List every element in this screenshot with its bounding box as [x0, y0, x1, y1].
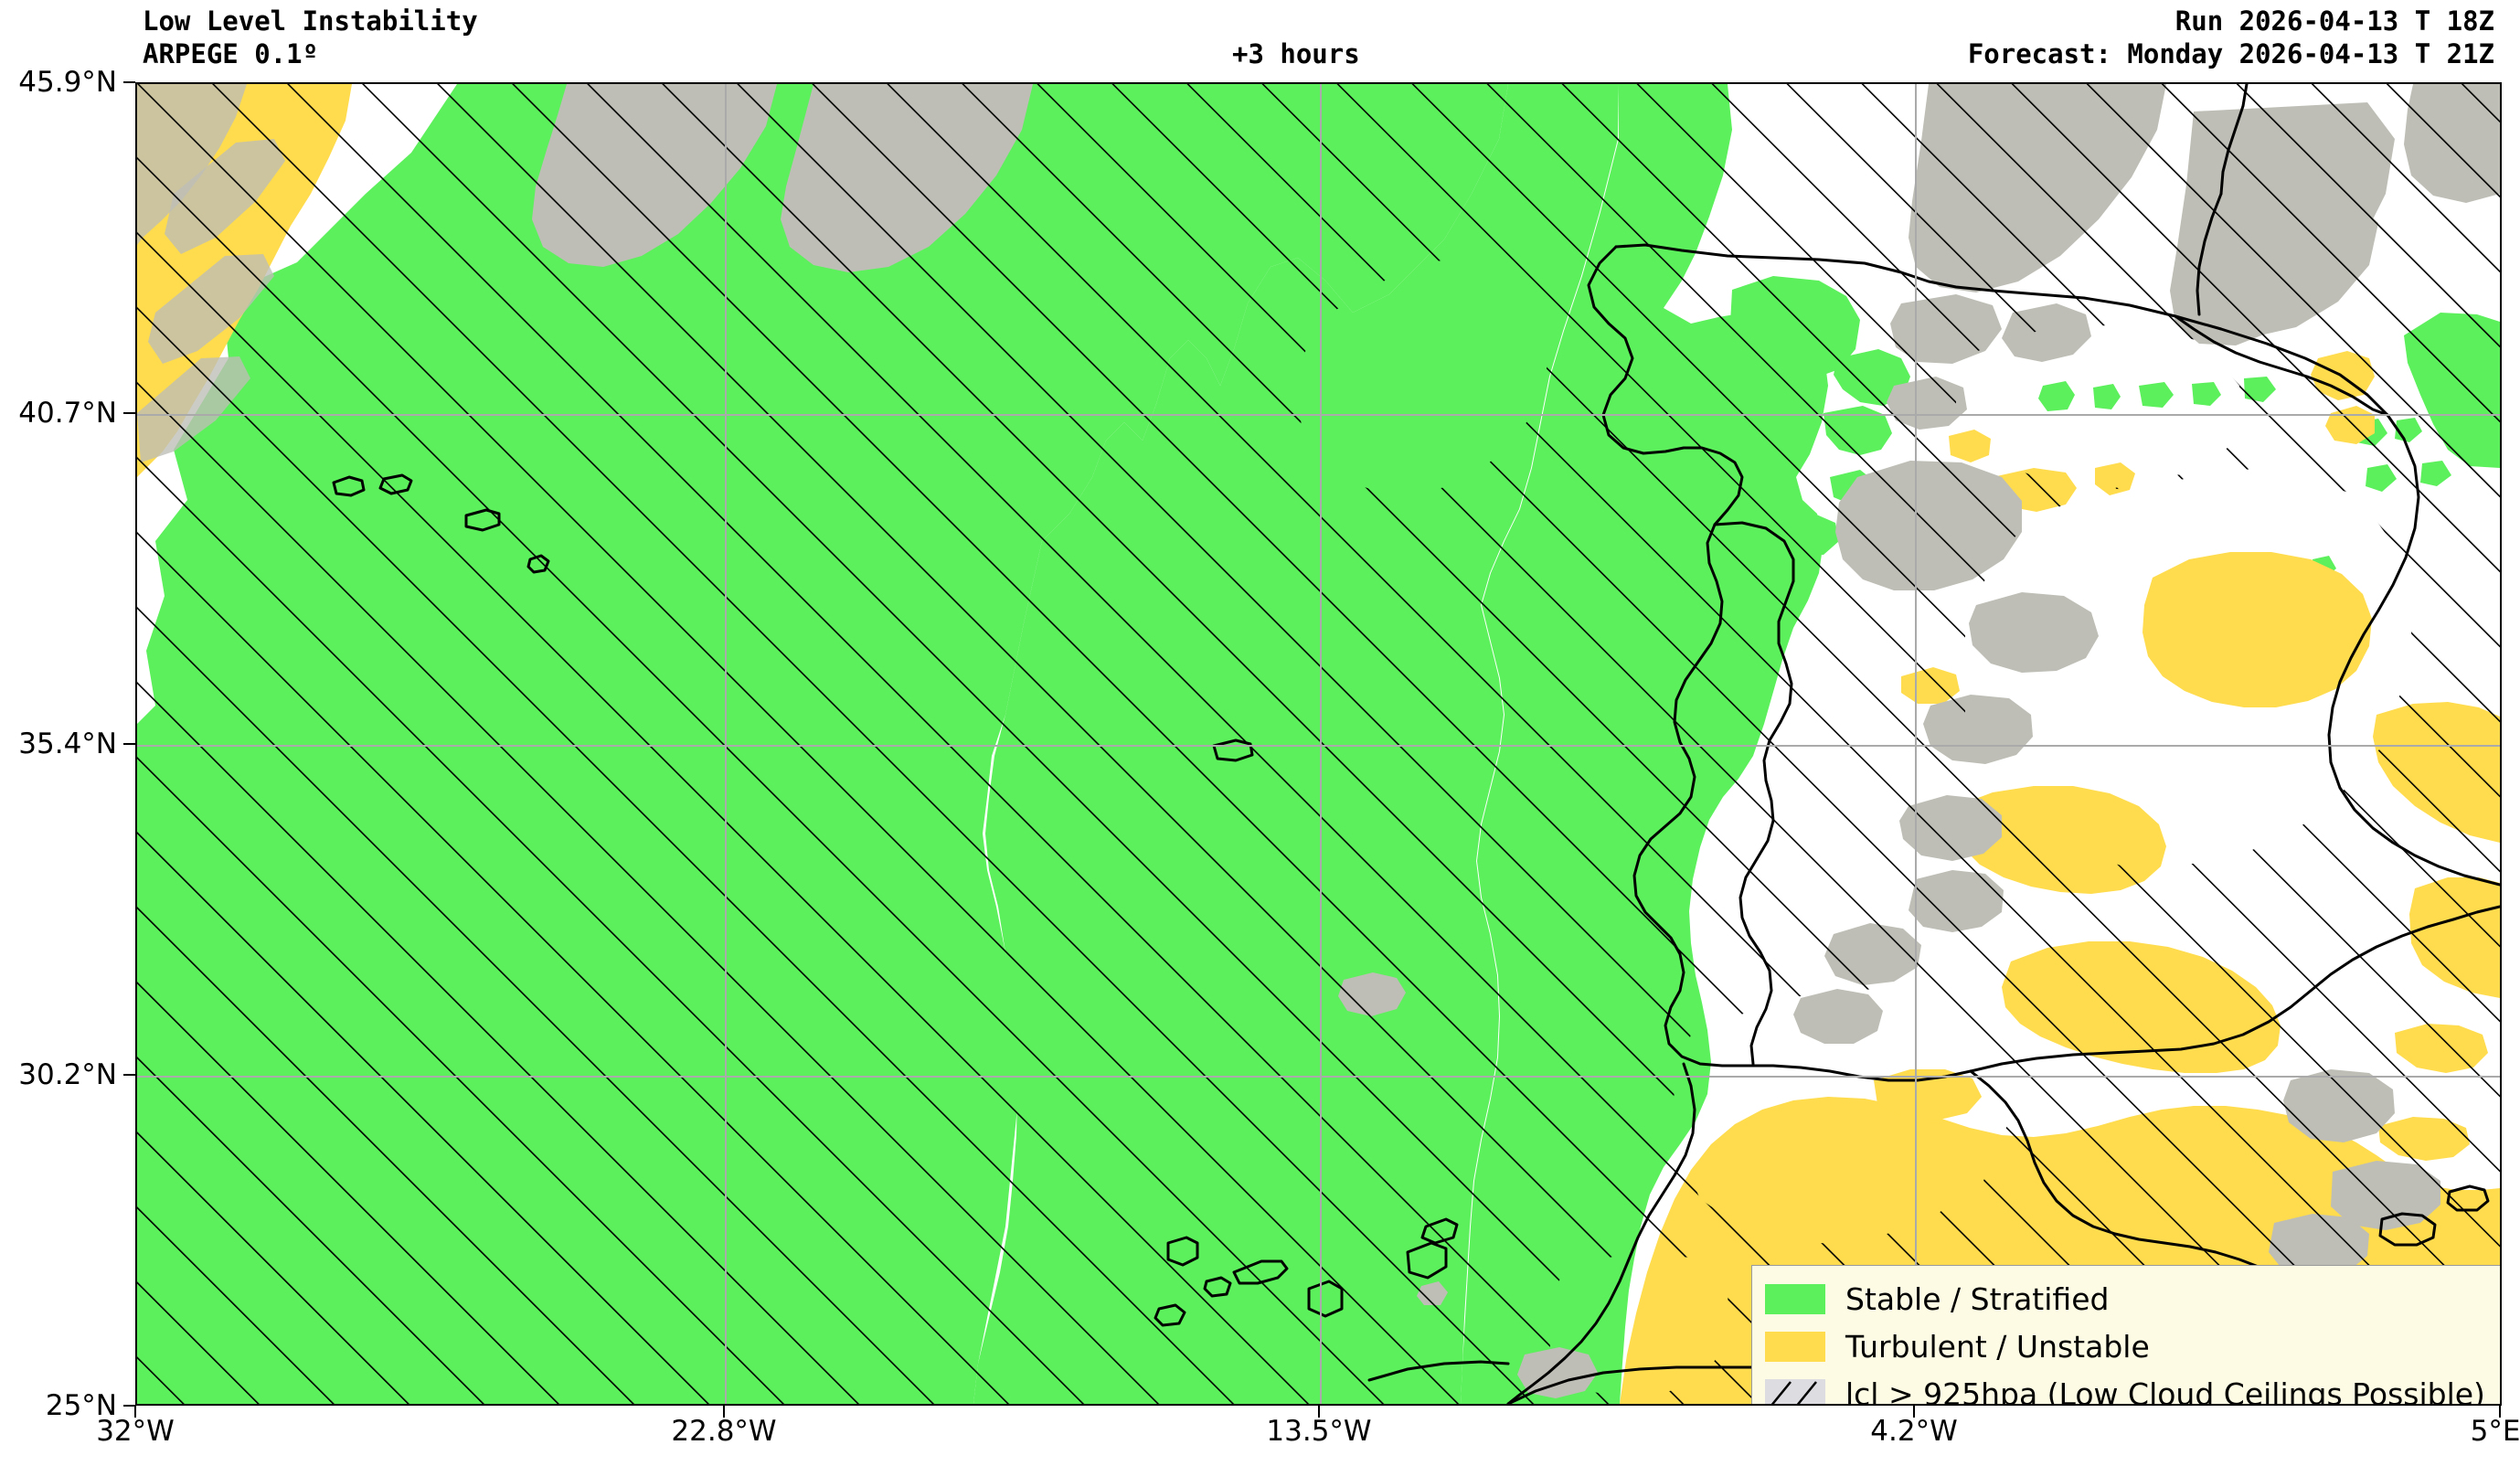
- island-menorca: [2446, 1184, 2490, 1212]
- island-tenerife: [1232, 1259, 1289, 1285]
- coast-portugal-atlantic: [1587, 245, 1972, 1082]
- ytick-mark: [123, 1074, 135, 1076]
- ytick-mark: [123, 81, 135, 83]
- green-cell-central-2: [2093, 384, 2121, 409]
- legend-swatch-turbulent-icon: [1765, 1331, 1825, 1362]
- island-lanzarote: [1420, 1217, 1459, 1245]
- xtick-label-22-8w: 22.8°W: [671, 1415, 777, 1448]
- green-cell-central-3: [2139, 382, 2174, 408]
- xtick-mark: [1318, 1406, 1320, 1418]
- ytick-label-40-7: 40.7°N: [18, 397, 117, 430]
- coast-morocco-atlantic: [1506, 1062, 1696, 1404]
- layer-coastlines: [332, 84, 2500, 1404]
- island-la-palma: [1166, 1236, 1199, 1267]
- border-pyrenees: [2174, 314, 2389, 417]
- legend-label-stable: Stable / Stratified: [1845, 1280, 2110, 1317]
- ytick-mark: [123, 412, 135, 414]
- xtick-mark: [134, 1406, 136, 1418]
- forecast-valid-label: Forecast: Monday 2026-04-13 T 21Z: [1967, 38, 2494, 69]
- island-azores-3: [464, 508, 501, 532]
- island-azores-2: [378, 473, 413, 495]
- legend-swatch-stable-icon: [1765, 1283, 1825, 1314]
- xtick-label-4-2w: 4.2°W: [1870, 1415, 1958, 1448]
- layer-gridlines: [137, 84, 2500, 1404]
- coast-sahara-south: [1367, 1360, 1510, 1382]
- coast-france-biscay: [2196, 192, 2223, 316]
- gray-alboran-2: [1793, 989, 1883, 1044]
- xtick-label-13-5w: 13.5°W: [1266, 1415, 1372, 1448]
- map-svg: [137, 84, 2500, 1404]
- island-azores-4: [526, 554, 550, 574]
- ytick-label-35-4: 35.4°N: [18, 728, 117, 760]
- island-gran-canaria: [1307, 1280, 1344, 1318]
- legend-item-turbulent[interactable]: Turbulent / Unstable: [1765, 1323, 2500, 1370]
- legend-swatch-lcl-hatch-icon: [1765, 1378, 1825, 1404]
- yellow-gibraltar: [1874, 1069, 1982, 1121]
- xtick-mark: [2499, 1406, 2501, 1418]
- model-label: ARPEGE 0.1º: [143, 38, 319, 69]
- legend-label-turbulent: Turbulent / Unstable: [1845, 1328, 2150, 1365]
- border-portugal-spain: [1713, 521, 1795, 1066]
- island-azores-1: [332, 475, 366, 497]
- legend-item-lcl[interactable]: lcl > 925hpa (Low Cloud Ceilings Possibl…: [1765, 1370, 2500, 1406]
- coast-andalusia-med: [1969, 905, 2500, 1073]
- xtick-mark: [1913, 1406, 1915, 1418]
- map-plot-area[interactable]: Stable / Stratified Turbulent / Unstable…: [135, 82, 2502, 1406]
- ytick-mark: [123, 1405, 135, 1407]
- ytick-label-30-2: 30.2°N: [18, 1058, 117, 1091]
- ytick-mark: [123, 743, 135, 745]
- xtick-label-5e: 5°E: [2470, 1415, 2520, 1448]
- legend-label-lcl: lcl > 925hpa (Low Cloud Ceilings Possibl…: [1845, 1376, 2485, 1406]
- map-legend[interactable]: Stable / Stratified Turbulent / Unstable…: [1751, 1265, 2500, 1406]
- island-madeira: [1212, 738, 1254, 762]
- island-el-hierro: [1154, 1303, 1186, 1327]
- ytick-label-25: 25°N: [45, 1389, 117, 1422]
- page-title: Low Level Instability: [143, 5, 478, 37]
- coast-cantabrian: [1614, 243, 2389, 417]
- map-layers: [137, 84, 2500, 1404]
- lead-time-label: +3 hours: [1232, 38, 1360, 69]
- run-timestamp-label: Run 2026-04-13 T 18Z: [2174, 5, 2494, 37]
- ytick-label-45-9: 45.9°N: [18, 66, 117, 99]
- coast-france-west: [2219, 84, 2249, 196]
- xtick-mark: [723, 1406, 725, 1418]
- island-mallorca: [2378, 1212, 2437, 1247]
- green-cell-central-1: [2038, 381, 2075, 411]
- green-cell-central-4: [2192, 382, 2221, 406]
- legend-item-stable[interactable]: Stable / Stratified: [1765, 1275, 2500, 1323]
- island-fuerteventura: [1406, 1241, 1448, 1280]
- xtick-label-32w: 32°W: [96, 1415, 175, 1448]
- hatch-glyph-icon: [1770, 1380, 1817, 1404]
- island-la-gomera: [1203, 1276, 1232, 1298]
- coast-levante: [2327, 413, 2500, 887]
- gray-duero-2: [1969, 592, 2099, 673]
- yellow-central-spain: [2143, 552, 2372, 707]
